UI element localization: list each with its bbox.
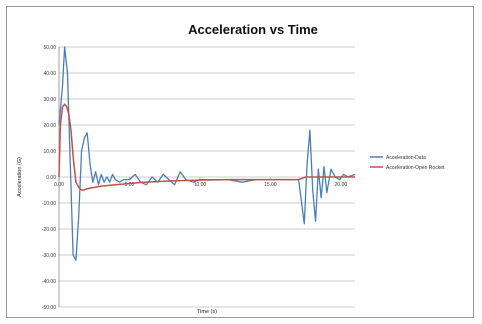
y-tick-label: -40.00 <box>42 279 56 285</box>
y-tick-labels: 50.00 40.00 30.00 20.00 10.00 0.00 -10.00 -20.0… <box>42 45 56 311</box>
y-tick-label: 30.00 <box>43 97 56 103</box>
y-tick-label: 0.00 <box>46 175 56 181</box>
x-tick-label: 20.00 <box>335 182 348 188</box>
y-tick-label: 10.00 <box>43 149 56 155</box>
chart-title: Acceleration vs Time <box>188 22 318 37</box>
x-tick-label: 0.00 <box>54 182 64 188</box>
y-tick-label: 40.00 <box>43 71 56 77</box>
series-line-1 <box>58 46 356 261</box>
chart-frame: Acceleration vs Time 50.00 40.00 30.00 20.0… <box>6 6 474 318</box>
legend-label: Acceleration-Open Rocket <box>386 165 445 171</box>
y-tick-label: -10.00 <box>42 201 56 207</box>
series-lines <box>58 46 356 261</box>
y-axis-title: Acceleration (G) <box>17 157 23 197</box>
x-axis-title: Time (s) <box>197 309 217 315</box>
y-tick-label: 20.00 <box>43 123 56 129</box>
y-tick-label: -20.00 <box>42 227 56 233</box>
grid-lines <box>59 46 355 308</box>
legend: Acceleration-Data Acceleration-Open Rocke… <box>370 155 445 171</box>
x-tick-label: 10.00 <box>194 182 207 188</box>
series-line-2 <box>58 103 355 191</box>
x-tick-label: 15.00 <box>264 182 277 188</box>
chart-svg: Acceleration vs Time 50.00 40.00 30.00 20.0… <box>17 22 445 315</box>
y-tick-label: 50.00 <box>43 45 56 51</box>
x-tick-label: 5.00 <box>125 182 135 188</box>
y-tick-label: -50.00 <box>42 305 56 311</box>
legend-label: Acceleration-Data <box>386 155 426 161</box>
y-tick-label: -30.00 <box>42 253 56 259</box>
